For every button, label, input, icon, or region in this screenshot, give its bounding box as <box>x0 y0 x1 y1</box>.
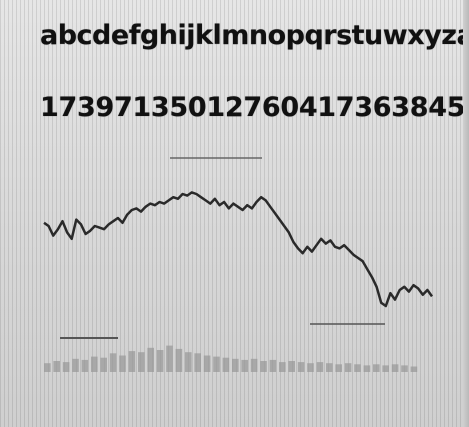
price-line <box>43 191 434 308</box>
volume-bar <box>109 353 117 372</box>
volume-bar <box>175 348 183 372</box>
volume-bar <box>335 364 342 372</box>
volume-bar <box>72 358 79 372</box>
volume-bar <box>241 359 248 372</box>
volume-bar <box>391 364 399 372</box>
volume-bar <box>297 362 305 372</box>
volume-bar <box>119 355 126 372</box>
alphabet-text: abcdefghijklmnopqrstuwxyzal <box>40 20 469 51</box>
volume-bar <box>203 355 211 372</box>
volume-bar <box>81 359 89 372</box>
volume-bar <box>213 356 220 372</box>
volume-bar <box>147 347 154 372</box>
volume-bar <box>326 363 333 372</box>
volume-bar <box>53 361 60 372</box>
volume-bar <box>373 364 380 372</box>
volume-bar <box>269 359 277 372</box>
volume-bar <box>91 356 98 372</box>
volume-bar <box>185 352 192 372</box>
price-series <box>43 191 434 308</box>
price-chart <box>43 157 434 372</box>
volume-bar <box>128 351 136 372</box>
volume-bars <box>44 345 418 372</box>
volume-bar <box>288 361 295 372</box>
volume-bar <box>166 345 173 372</box>
screen-edge <box>463 0 469 427</box>
volume-bar <box>62 362 70 372</box>
digits-text: 1739713501276041736384561 <box>40 92 469 123</box>
volume-bar <box>354 364 361 372</box>
volume-bar <box>260 361 267 372</box>
volume-bar <box>316 362 324 372</box>
volume-bar <box>222 357 230 372</box>
volume-bar <box>156 350 164 372</box>
volume-bar <box>194 353 201 372</box>
volume-bar <box>382 365 389 372</box>
volume-bar <box>307 363 314 372</box>
volume-bar <box>250 358 258 372</box>
volume-bar <box>410 366 418 372</box>
volume-bar <box>401 365 408 372</box>
volume-bar <box>344 363 352 372</box>
volume-bar <box>100 357 107 372</box>
volume-bar <box>363 365 371 372</box>
volume-bar <box>138 352 145 372</box>
volume-bar <box>279 362 286 372</box>
volume-bar <box>232 358 239 372</box>
volume-bar <box>44 363 51 372</box>
